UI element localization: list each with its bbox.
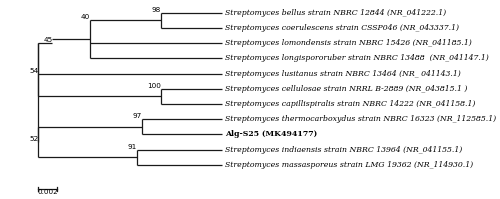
Text: 97: 97 bbox=[132, 113, 142, 119]
Text: Streptomyces bellus strain NBRC 12844 (NR_041222.1): Streptomyces bellus strain NBRC 12844 (N… bbox=[225, 9, 446, 17]
Text: Streptomyces lusitanus strain NBRC 13464 (NR_ 041143.1): Streptomyces lusitanus strain NBRC 13464… bbox=[225, 70, 460, 78]
Text: 100: 100 bbox=[147, 83, 160, 89]
Text: 91: 91 bbox=[128, 144, 137, 150]
Text: Streptomyces coerulescens strain CSSP046 (NR_043337.1): Streptomyces coerulescens strain CSSP046… bbox=[225, 24, 459, 32]
Text: 40: 40 bbox=[81, 15, 90, 20]
Text: Streptomyces lomondensis strain NBRC 15426 (NR_041185.1): Streptomyces lomondensis strain NBRC 154… bbox=[225, 39, 472, 47]
Text: Alg-S25 (MK494177): Alg-S25 (MK494177) bbox=[225, 131, 317, 139]
Text: Streptomyces longispororuber strain NBRC 13488  (NR_041147.1): Streptomyces longispororuber strain NBRC… bbox=[225, 55, 488, 62]
Text: 0.002: 0.002 bbox=[38, 188, 58, 194]
Text: 98: 98 bbox=[152, 7, 160, 13]
Text: Streptomyces massasporeus strain LMG 19362 (NR_114930.1): Streptomyces massasporeus strain LMG 193… bbox=[225, 161, 473, 169]
Text: 54: 54 bbox=[29, 68, 38, 74]
Text: 45: 45 bbox=[43, 37, 52, 43]
Text: Streptomyces thermocarboxydus strain NBRC 16323 (NR_112585.1): Streptomyces thermocarboxydus strain NBR… bbox=[225, 115, 496, 123]
Text: Streptomyces indiaensis strain NBRC 13964 (NR_041155.1): Streptomyces indiaensis strain NBRC 1396… bbox=[225, 146, 462, 154]
Text: Streptomyces cellulosae strain NRRL B-2889 (NR_043815.1 ): Streptomyces cellulosae strain NRRL B-28… bbox=[225, 85, 467, 93]
Text: Streptomyces capillispiralis strain NBRC 14222 (NR_041158.1): Streptomyces capillispiralis strain NBRC… bbox=[225, 100, 475, 108]
Text: 52: 52 bbox=[29, 136, 38, 142]
